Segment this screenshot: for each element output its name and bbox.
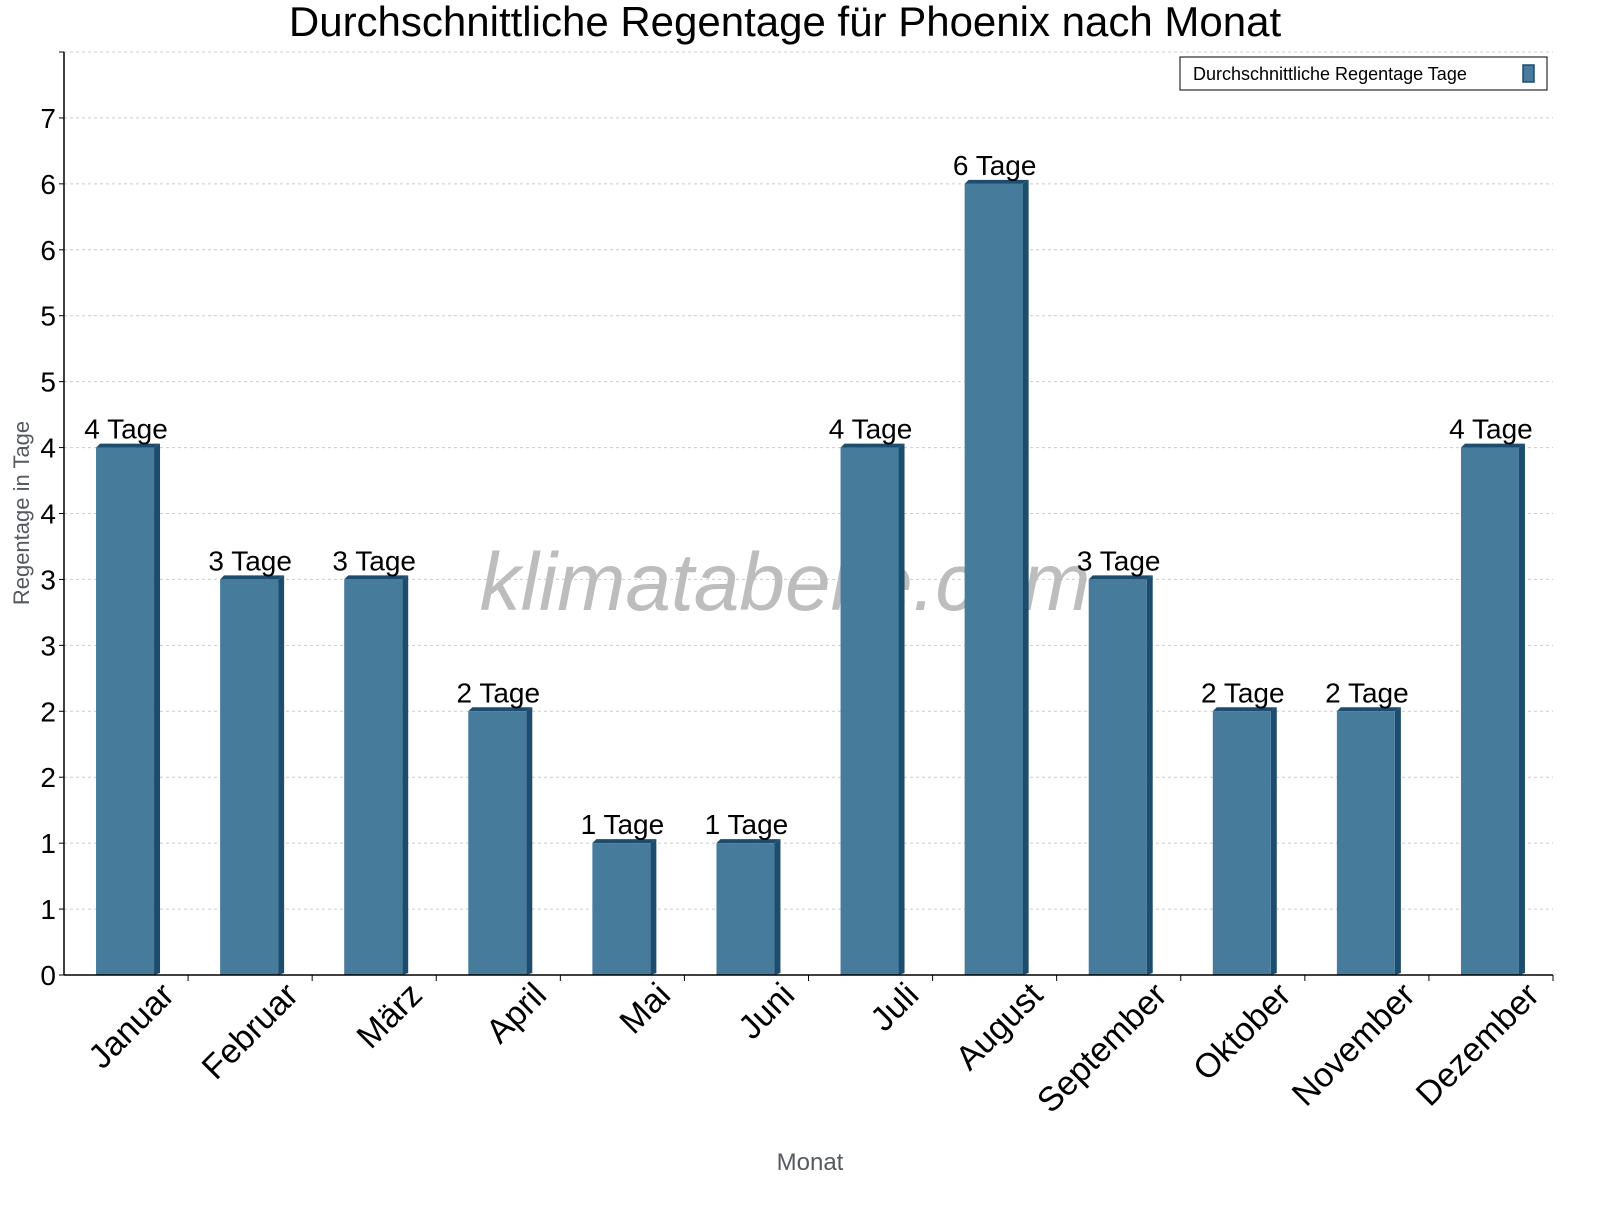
bar-top	[96, 443, 161, 448]
data-label: 6 Tage	[953, 150, 1037, 181]
bar	[716, 843, 775, 975]
y-tick-label: 2	[40, 696, 56, 727]
y-tick-label: 7	[40, 103, 56, 134]
bar-top	[840, 443, 905, 448]
y-tick-label: 5	[40, 367, 56, 398]
legend-label: Durchschnittliche Regentage Tage	[1193, 64, 1467, 84]
bar-side	[1394, 707, 1401, 975]
bar	[344, 579, 403, 975]
x-tick-label: Juli	[863, 976, 926, 1039]
bar	[964, 183, 1023, 975]
y-tick-label: 3	[40, 564, 56, 595]
y-tick-label: 6	[40, 169, 56, 200]
bars	[96, 179, 1525, 976]
bar	[1336, 711, 1395, 975]
x-tick-label: März	[350, 976, 430, 1056]
x-tick-label: April	[479, 976, 554, 1051]
x-axis-label: Monat	[777, 1149, 844, 1176]
bar-top	[1460, 443, 1525, 448]
bar-top	[344, 575, 409, 580]
data-label: 2 Tage	[1201, 677, 1285, 708]
bar-top	[592, 839, 657, 844]
bar-side	[898, 443, 905, 976]
x-tick-label: Oktober	[1186, 976, 1298, 1088]
data-label: 2 Tage	[1325, 677, 1409, 708]
x-tick-label: Februar	[195, 976, 306, 1087]
bar	[840, 447, 899, 976]
bar	[96, 447, 155, 976]
y-tick-label: 2	[40, 762, 56, 793]
bar-side	[154, 443, 161, 976]
bar	[1088, 579, 1147, 975]
data-label: 3 Tage	[1077, 545, 1161, 576]
bar-top	[1088, 575, 1153, 580]
legend-swatch	[1522, 64, 1535, 83]
bar-side	[1270, 707, 1277, 975]
x-tick-label: August	[949, 975, 1051, 1077]
x-tick-label: Januar	[81, 976, 181, 1076]
bar	[220, 579, 279, 975]
y-axis-label: Regentage in Tage	[9, 421, 34, 605]
bar-top	[1212, 707, 1277, 712]
y-tick-label: 0	[40, 960, 56, 991]
legend: Durchschnittliche Regentage Tage	[1179, 56, 1548, 91]
axes	[59, 51, 1554, 981]
y-tick-label: 4	[40, 433, 56, 464]
y-tick-label: 6	[40, 235, 56, 266]
bar-side	[1022, 179, 1029, 975]
x-tick-label: Juni	[731, 976, 802, 1047]
data-label: 1 Tage	[581, 809, 665, 840]
y-tick-label: 3	[40, 630, 56, 661]
x-tick-label: November	[1285, 976, 1423, 1114]
x-tick-label: Mai	[612, 976, 678, 1042]
data-label: 4 Tage	[829, 414, 913, 445]
data-label: 4 Tage	[1449, 414, 1533, 445]
y-tick-label: 5	[40, 301, 56, 332]
bar-side	[650, 839, 657, 975]
data-label: 4 Tage	[84, 414, 168, 445]
bar-side	[526, 707, 533, 975]
bar	[592, 843, 651, 975]
x-tick-label: September	[1030, 976, 1174, 1120]
y-tick-label: 1	[40, 828, 56, 859]
bar	[468, 711, 527, 975]
bar-side	[774, 839, 781, 975]
bar-top	[220, 575, 285, 580]
data-label: 3 Tage	[332, 545, 416, 576]
x-tick-label: Dezember	[1409, 976, 1547, 1114]
bar-top	[1336, 707, 1401, 712]
data-label: 1 Tage	[705, 809, 789, 840]
y-tick-label: 1	[40, 894, 56, 925]
bar-side	[402, 575, 409, 975]
bar-side	[1146, 575, 1153, 975]
data-label: 2 Tage	[457, 677, 541, 708]
bar-top	[716, 839, 781, 844]
grid-lines	[64, 51, 1553, 910]
bar-side	[278, 575, 285, 975]
chart-title: Durchschnittliche Regentage für Phoenix …	[289, 0, 1282, 45]
y-tick-label: 4	[40, 499, 56, 530]
bar	[1460, 447, 1519, 976]
data-label: 3 Tage	[208, 545, 292, 576]
bar-top	[964, 179, 1029, 184]
bar-side	[1518, 443, 1525, 976]
bar-top	[468, 707, 533, 712]
bar	[1212, 711, 1271, 975]
